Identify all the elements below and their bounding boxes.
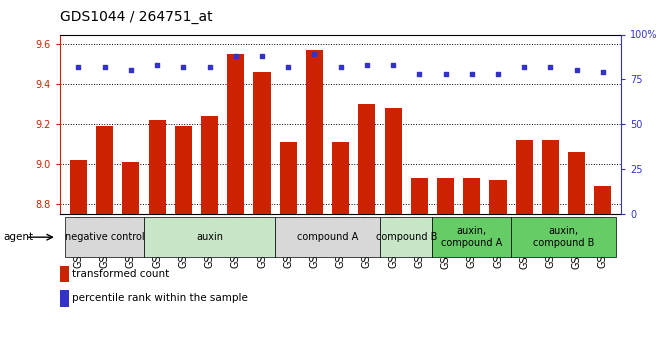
Bar xyxy=(148,120,166,214)
Text: auxin: auxin xyxy=(196,232,223,242)
Bar xyxy=(358,104,375,214)
Bar xyxy=(595,186,611,214)
Point xyxy=(73,64,84,70)
Point xyxy=(519,64,530,70)
Bar xyxy=(432,217,511,257)
Text: negative control: negative control xyxy=(65,232,144,242)
Point xyxy=(414,71,425,77)
Point xyxy=(230,53,241,59)
Text: percentile rank within the sample: percentile rank within the sample xyxy=(72,293,248,303)
Point xyxy=(545,64,556,70)
Bar xyxy=(60,266,69,283)
Bar xyxy=(144,217,275,257)
Bar xyxy=(385,108,401,214)
Point xyxy=(388,62,399,68)
Point xyxy=(178,64,188,70)
Bar xyxy=(175,126,192,214)
Bar xyxy=(490,180,506,214)
Point xyxy=(493,71,504,77)
Point xyxy=(335,64,346,70)
Point xyxy=(126,68,136,73)
Bar xyxy=(542,140,559,214)
Bar xyxy=(65,217,144,257)
Bar xyxy=(275,217,380,257)
Point xyxy=(440,71,451,77)
Bar xyxy=(70,160,87,214)
Bar xyxy=(464,178,480,214)
Text: agent: agent xyxy=(3,232,33,242)
Bar xyxy=(516,140,533,214)
Text: compound B: compound B xyxy=(375,232,437,242)
Text: GDS1044 / 264751_at: GDS1044 / 264751_at xyxy=(60,10,212,24)
Text: compound A: compound A xyxy=(297,232,358,242)
Bar xyxy=(332,142,349,214)
Point xyxy=(598,69,609,75)
Text: auxin,
compound A: auxin, compound A xyxy=(441,226,502,248)
Bar xyxy=(411,178,428,214)
Point xyxy=(204,64,215,70)
Point xyxy=(571,68,582,73)
Bar xyxy=(201,116,218,214)
Bar xyxy=(437,178,454,214)
Bar xyxy=(96,126,113,214)
Point xyxy=(100,64,110,70)
Point xyxy=(309,51,320,57)
Bar xyxy=(511,217,616,257)
Text: auxin,
compound B: auxin, compound B xyxy=(533,226,595,248)
Point xyxy=(152,62,162,68)
Bar xyxy=(568,152,585,214)
Bar xyxy=(380,217,432,257)
Bar xyxy=(306,50,323,214)
Bar xyxy=(60,290,69,307)
Bar xyxy=(253,72,271,214)
Point xyxy=(361,62,372,68)
Point xyxy=(283,64,293,70)
Bar xyxy=(280,142,297,214)
Bar xyxy=(122,162,140,214)
Text: transformed count: transformed count xyxy=(72,269,169,279)
Point xyxy=(257,53,267,59)
Bar xyxy=(227,55,244,214)
Point xyxy=(466,71,477,77)
